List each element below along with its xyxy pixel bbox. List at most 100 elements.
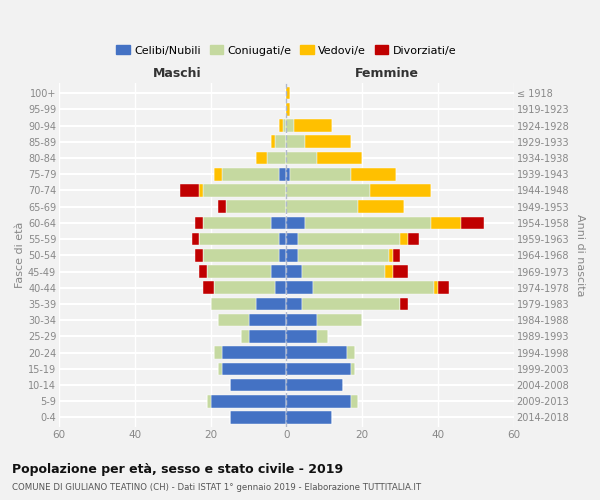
Bar — [286, 314, 317, 326]
Bar — [347, 346, 355, 359]
Text: Popolazione per età, sesso e stato civile - 2019: Popolazione per età, sesso e stato civil… — [12, 462, 343, 475]
Bar — [286, 103, 290, 116]
Bar — [211, 298, 256, 310]
Bar — [203, 216, 271, 229]
Bar — [434, 282, 438, 294]
Bar — [408, 232, 419, 245]
Bar — [199, 232, 279, 245]
Bar — [191, 232, 199, 245]
Bar — [271, 265, 286, 278]
Bar — [286, 395, 351, 407]
Bar — [222, 168, 279, 180]
Bar — [218, 314, 248, 326]
Bar — [199, 265, 207, 278]
Bar — [286, 362, 351, 375]
Bar — [218, 362, 222, 375]
Bar — [241, 330, 248, 342]
Text: COMUNE DI GIULIANO TEATINO (CH) - Dati ISTAT 1° gennaio 2019 - Elaborazione TUTT: COMUNE DI GIULIANO TEATINO (CH) - Dati I… — [12, 482, 421, 492]
Bar — [268, 152, 286, 164]
Bar — [207, 265, 271, 278]
Bar — [286, 411, 332, 424]
Y-axis label: Fasce di età: Fasce di età — [15, 222, 25, 288]
Bar — [385, 265, 392, 278]
Bar — [286, 184, 370, 196]
Bar — [286, 87, 290, 100]
Bar — [461, 216, 484, 229]
Bar — [400, 298, 408, 310]
Bar — [351, 168, 397, 180]
Bar — [214, 168, 222, 180]
Bar — [222, 346, 286, 359]
Bar — [279, 119, 283, 132]
Bar — [392, 265, 408, 278]
Bar — [226, 200, 286, 213]
Bar — [271, 136, 275, 148]
Bar — [286, 282, 313, 294]
Bar — [370, 184, 431, 196]
Bar — [286, 168, 290, 180]
Bar — [286, 378, 343, 392]
Bar — [196, 216, 203, 229]
Bar — [294, 119, 332, 132]
Bar — [207, 395, 211, 407]
Bar — [275, 282, 286, 294]
Bar — [286, 152, 317, 164]
Bar — [218, 200, 226, 213]
Bar — [211, 395, 286, 407]
Bar — [305, 136, 351, 148]
Bar — [286, 249, 298, 262]
Bar — [298, 249, 389, 262]
Bar — [279, 232, 286, 245]
Bar — [438, 282, 449, 294]
Bar — [222, 362, 286, 375]
Bar — [286, 119, 294, 132]
Bar — [203, 282, 214, 294]
Bar — [279, 168, 286, 180]
Bar — [286, 346, 347, 359]
Bar — [286, 265, 302, 278]
Bar — [351, 362, 355, 375]
Bar — [214, 282, 275, 294]
Bar — [256, 152, 268, 164]
Bar — [230, 411, 286, 424]
Y-axis label: Anni di nascita: Anni di nascita — [575, 214, 585, 296]
Bar — [275, 136, 286, 148]
Bar — [313, 282, 434, 294]
Bar — [248, 330, 286, 342]
Legend: Celibi/Nubili, Coniugati/e, Vedovi/e, Divorziati/e: Celibi/Nubili, Coniugati/e, Vedovi/e, Di… — [112, 41, 461, 60]
Bar — [286, 216, 305, 229]
Bar — [286, 298, 302, 310]
Bar — [317, 152, 362, 164]
Bar — [298, 232, 400, 245]
Bar — [283, 119, 286, 132]
Bar — [389, 249, 392, 262]
Bar — [317, 330, 328, 342]
Bar — [358, 200, 404, 213]
Bar — [305, 216, 431, 229]
Bar — [279, 249, 286, 262]
Bar — [180, 184, 199, 196]
Bar — [230, 378, 286, 392]
Bar — [256, 298, 286, 310]
Bar — [302, 265, 385, 278]
Bar — [400, 232, 408, 245]
Bar — [203, 249, 279, 262]
Bar — [199, 184, 203, 196]
Bar — [431, 216, 461, 229]
Bar — [286, 136, 305, 148]
Bar — [302, 298, 400, 310]
Bar — [317, 314, 362, 326]
Bar — [214, 346, 222, 359]
Bar — [203, 184, 286, 196]
Bar — [351, 395, 358, 407]
Bar — [286, 330, 317, 342]
Bar — [286, 200, 358, 213]
Bar — [248, 314, 286, 326]
Text: Femmine: Femmine — [355, 67, 419, 80]
Bar — [271, 216, 286, 229]
Bar — [290, 168, 351, 180]
Bar — [392, 249, 400, 262]
Bar — [286, 232, 298, 245]
Text: Maschi: Maschi — [153, 67, 202, 80]
Bar — [196, 249, 203, 262]
